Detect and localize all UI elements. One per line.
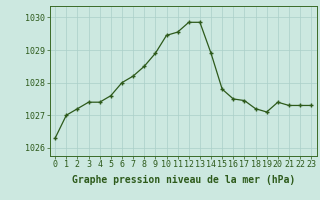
X-axis label: Graphe pression niveau de la mer (hPa): Graphe pression niveau de la mer (hPa): [72, 175, 295, 185]
